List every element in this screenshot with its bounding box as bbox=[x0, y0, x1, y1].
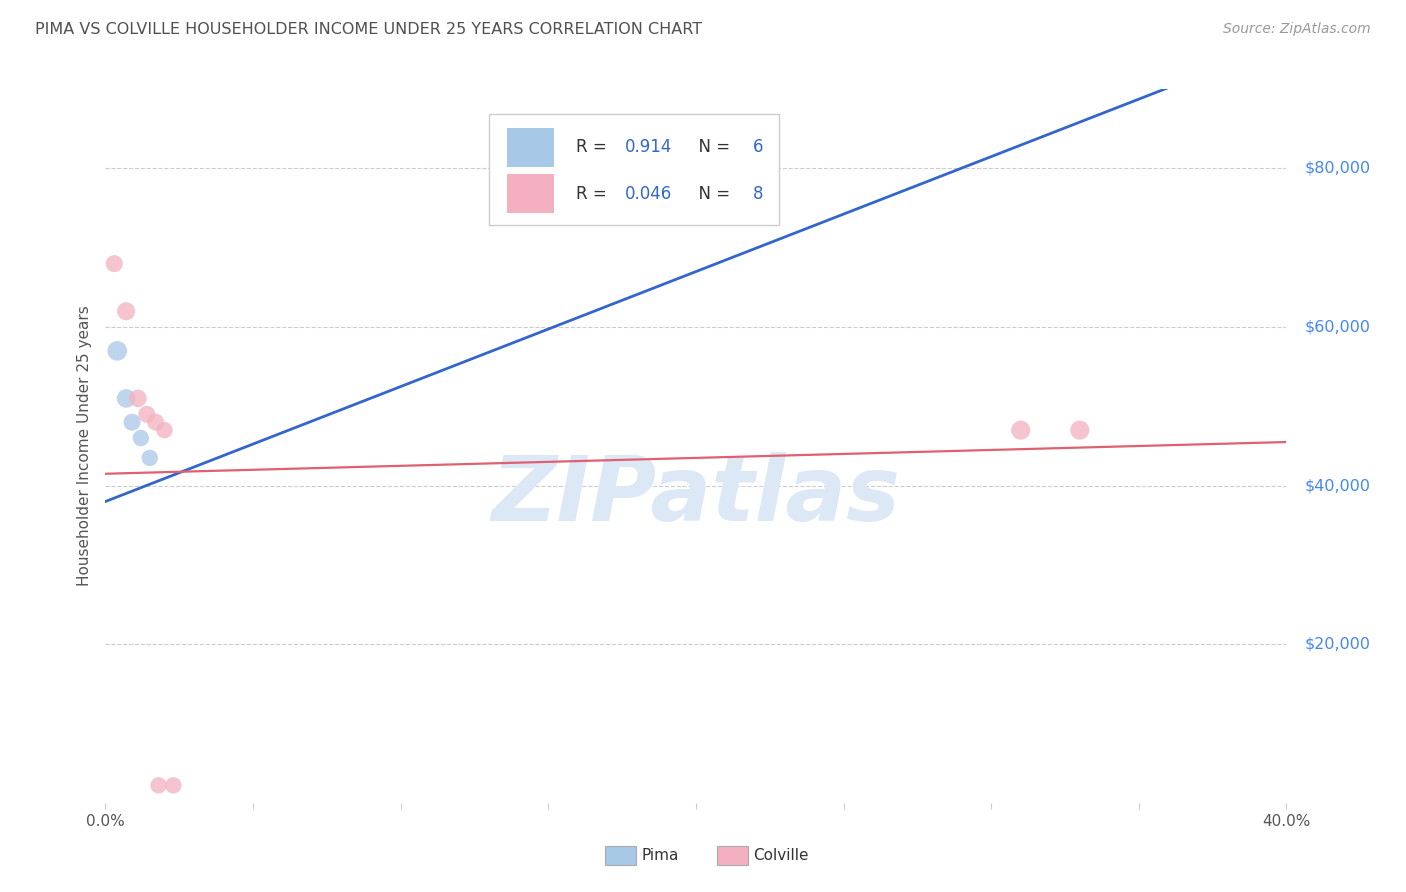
FancyBboxPatch shape bbox=[489, 114, 779, 225]
Point bbox=[1010, 423, 1032, 437]
Text: $60,000: $60,000 bbox=[1305, 319, 1371, 334]
Text: Pima: Pima bbox=[641, 848, 679, 863]
Point bbox=[115, 392, 138, 406]
FancyBboxPatch shape bbox=[508, 174, 554, 213]
Text: N =: N = bbox=[688, 138, 735, 156]
FancyBboxPatch shape bbox=[508, 128, 554, 167]
Point bbox=[105, 343, 128, 358]
Point bbox=[508, 201, 530, 215]
Text: Colville: Colville bbox=[754, 848, 808, 863]
Text: ZIPatlas: ZIPatlas bbox=[492, 452, 900, 540]
Point bbox=[127, 392, 149, 406]
Text: 0.914: 0.914 bbox=[626, 138, 672, 156]
Point bbox=[162, 778, 184, 792]
Text: PIMA VS COLVILLE HOUSEHOLDER INCOME UNDER 25 YEARS CORRELATION CHART: PIMA VS COLVILLE HOUSEHOLDER INCOME UNDE… bbox=[35, 22, 702, 37]
Point bbox=[1069, 423, 1091, 437]
Y-axis label: Householder Income Under 25 years: Householder Income Under 25 years bbox=[76, 306, 91, 586]
Point bbox=[115, 304, 138, 318]
Point bbox=[138, 450, 160, 465]
Text: Source: ZipAtlas.com: Source: ZipAtlas.com bbox=[1223, 22, 1371, 37]
Text: $40,000: $40,000 bbox=[1305, 478, 1371, 493]
Point bbox=[121, 415, 143, 429]
Text: R =: R = bbox=[575, 185, 612, 202]
Text: 8: 8 bbox=[752, 185, 763, 202]
Point bbox=[135, 407, 157, 421]
Text: $80,000: $80,000 bbox=[1305, 161, 1371, 176]
Text: 6: 6 bbox=[752, 138, 763, 156]
Point bbox=[103, 257, 125, 271]
Text: 0.046: 0.046 bbox=[626, 185, 672, 202]
Text: R =: R = bbox=[575, 138, 612, 156]
Point bbox=[129, 431, 152, 445]
Text: $20,000: $20,000 bbox=[1305, 637, 1371, 652]
Point bbox=[153, 423, 176, 437]
Point bbox=[148, 778, 170, 792]
Text: N =: N = bbox=[688, 185, 735, 202]
Point bbox=[145, 415, 167, 429]
